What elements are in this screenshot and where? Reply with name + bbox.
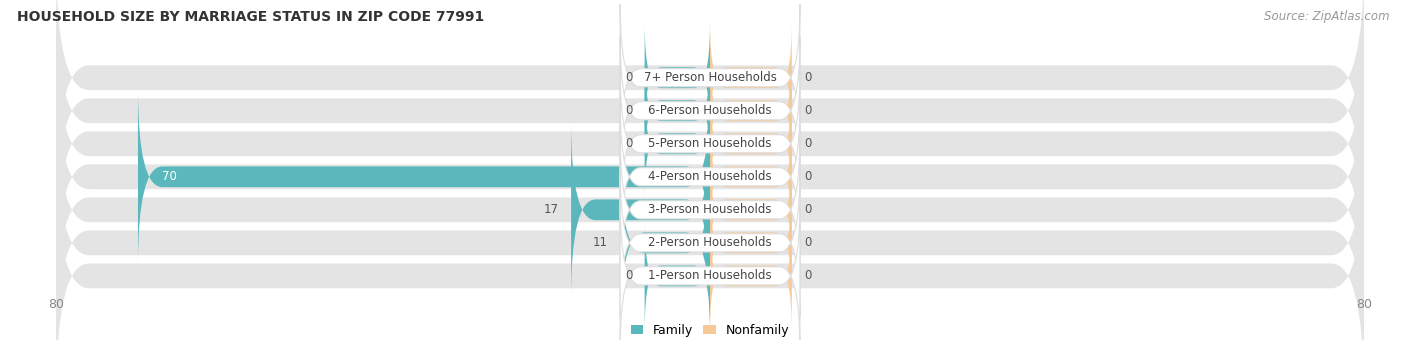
FancyBboxPatch shape bbox=[710, 154, 792, 266]
FancyBboxPatch shape bbox=[620, 37, 800, 184]
FancyBboxPatch shape bbox=[620, 103, 800, 250]
FancyBboxPatch shape bbox=[56, 24, 1364, 264]
FancyBboxPatch shape bbox=[644, 22, 710, 133]
FancyBboxPatch shape bbox=[620, 70, 800, 217]
FancyBboxPatch shape bbox=[56, 0, 1364, 231]
Text: 0: 0 bbox=[804, 137, 811, 150]
FancyBboxPatch shape bbox=[620, 169, 800, 316]
FancyBboxPatch shape bbox=[571, 121, 710, 299]
Text: 11: 11 bbox=[593, 236, 607, 249]
FancyBboxPatch shape bbox=[620, 154, 710, 332]
Text: 5-Person Households: 5-Person Households bbox=[648, 137, 772, 150]
Text: 0: 0 bbox=[626, 104, 633, 117]
Text: 0: 0 bbox=[804, 71, 811, 84]
FancyBboxPatch shape bbox=[56, 123, 1364, 340]
Text: 2-Person Households: 2-Person Households bbox=[648, 236, 772, 249]
FancyBboxPatch shape bbox=[710, 22, 792, 133]
Legend: Family, Nonfamily: Family, Nonfamily bbox=[631, 324, 789, 337]
FancyBboxPatch shape bbox=[56, 156, 1364, 340]
Text: 6-Person Households: 6-Person Households bbox=[648, 104, 772, 117]
FancyBboxPatch shape bbox=[710, 88, 792, 200]
Text: 0: 0 bbox=[626, 269, 633, 283]
FancyBboxPatch shape bbox=[644, 220, 710, 332]
Text: 17: 17 bbox=[544, 203, 558, 216]
FancyBboxPatch shape bbox=[620, 4, 800, 151]
FancyBboxPatch shape bbox=[710, 187, 792, 299]
Text: 0: 0 bbox=[804, 203, 811, 216]
Text: Source: ZipAtlas.com: Source: ZipAtlas.com bbox=[1264, 10, 1389, 23]
FancyBboxPatch shape bbox=[620, 136, 800, 283]
Text: 0: 0 bbox=[804, 170, 811, 183]
FancyBboxPatch shape bbox=[644, 88, 710, 200]
Text: 3-Person Households: 3-Person Households bbox=[648, 203, 772, 216]
FancyBboxPatch shape bbox=[56, 90, 1364, 329]
FancyBboxPatch shape bbox=[644, 55, 710, 166]
FancyBboxPatch shape bbox=[56, 0, 1364, 198]
Text: 0: 0 bbox=[626, 137, 633, 150]
Text: 0: 0 bbox=[804, 269, 811, 283]
Text: 1-Person Households: 1-Person Households bbox=[648, 269, 772, 283]
FancyBboxPatch shape bbox=[710, 220, 792, 332]
FancyBboxPatch shape bbox=[620, 202, 800, 340]
Text: 0: 0 bbox=[626, 71, 633, 84]
Text: 0: 0 bbox=[804, 104, 811, 117]
Text: 7+ Person Households: 7+ Person Households bbox=[644, 71, 776, 84]
FancyBboxPatch shape bbox=[56, 57, 1364, 296]
Text: HOUSEHOLD SIZE BY MARRIAGE STATUS IN ZIP CODE 77991: HOUSEHOLD SIZE BY MARRIAGE STATUS IN ZIP… bbox=[17, 10, 484, 24]
FancyBboxPatch shape bbox=[710, 121, 792, 233]
Text: 0: 0 bbox=[804, 236, 811, 249]
FancyBboxPatch shape bbox=[710, 55, 792, 166]
Text: 4-Person Households: 4-Person Households bbox=[648, 170, 772, 183]
FancyBboxPatch shape bbox=[138, 88, 710, 266]
Text: 70: 70 bbox=[163, 170, 177, 183]
